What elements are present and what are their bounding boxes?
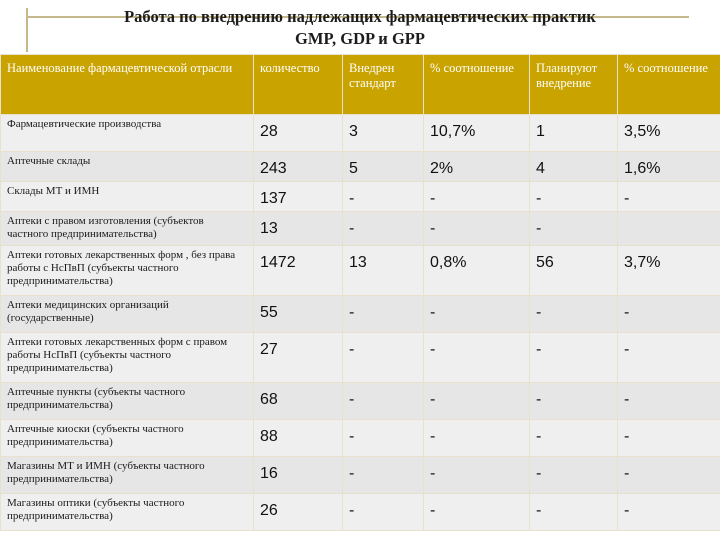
row-planned: -	[529, 493, 618, 531]
row-industry-name: Аптечные киоски (субъекты частного предп…	[0, 419, 254, 457]
row-industry-name: Аптечные склады	[0, 151, 254, 182]
row-planned: -	[529, 456, 618, 494]
row-planned-percent: -	[617, 493, 720, 531]
row-implemented: -	[342, 456, 424, 494]
row-planned: 1	[529, 114, 618, 152]
row-count: 27	[253, 332, 343, 383]
row-implemented: 3	[342, 114, 424, 152]
row-count: 137	[253, 181, 343, 212]
table-row: Аптеки с правом изготовления (субъектов …	[0, 211, 720, 246]
row-implemented: -	[342, 332, 424, 383]
row-count: 16	[253, 456, 343, 494]
row-implemented: 5	[342, 151, 424, 182]
row-planned-percent: 3,5%	[617, 114, 720, 152]
row-planned: -	[529, 211, 618, 246]
decorative-vertical-line	[26, 8, 28, 52]
row-planned: -	[529, 181, 618, 212]
table-row: Магазины оптики (субъекты частного предп…	[0, 493, 720, 531]
table-row: Фармацевтические производства 28 3 10,7% 1 3,…	[0, 114, 720, 152]
row-industry-name: Аптеки медицинских организаций (государс…	[0, 295, 254, 333]
row-planned-percent: -	[617, 382, 720, 420]
row-planned: -	[529, 332, 618, 383]
row-implemented-percent: -	[423, 181, 530, 212]
row-planned: -	[529, 419, 618, 457]
row-implemented-percent: -	[423, 456, 530, 494]
row-count: 55	[253, 295, 343, 333]
row-planned: -	[529, 382, 618, 420]
header-planned-percent: % соотношение	[617, 54, 720, 115]
row-count: 243	[253, 151, 343, 182]
row-industry-name: Склады МТ и ИМН	[0, 181, 254, 212]
row-implemented: -	[342, 211, 424, 246]
row-implemented-percent: -	[423, 295, 530, 333]
row-industry-name: Аптеки с правом изготовления (субъектов …	[0, 211, 254, 246]
row-count: 88	[253, 419, 343, 457]
table-row: Магазины МТ и ИМН (субъекты частного пре…	[0, 456, 720, 494]
decorative-horizontal-line	[26, 16, 689, 18]
row-planned-percent: 1,6%	[617, 151, 720, 182]
header-implemented: Внедрен стандарт	[342, 54, 424, 115]
table-row: Аптечные пункты (субъекты частного предп…	[0, 382, 720, 420]
row-implemented: -	[342, 295, 424, 333]
table-row: Аптеки готовых лекарственных форм с прав…	[0, 332, 720, 383]
row-planned: 4	[529, 151, 618, 182]
header-planned: Планируют внедрение	[529, 54, 618, 115]
row-implemented: 13	[342, 245, 424, 296]
table-row: Аптеки готовых лекарственных форм , без …	[0, 245, 720, 296]
table-row: Аптечные склады 243 5 2% 4 1,6%	[0, 151, 720, 182]
table-header: Наименование фармацевтической отрасли ко…	[0, 54, 720, 115]
row-implemented-percent: -	[423, 332, 530, 383]
row-planned: -	[529, 295, 618, 333]
row-count: 1472	[253, 245, 343, 296]
row-planned-percent: 3,7%	[617, 245, 720, 296]
row-implemented: -	[342, 419, 424, 457]
title-line-1: Работа по внедрению надлежащих фармацевт…	[124, 7, 596, 26]
row-industry-name: Магазины оптики (субъекты частного предп…	[0, 493, 254, 531]
header-implemented-percent: % соотношение	[423, 54, 530, 115]
row-implemented-percent: 2%	[423, 151, 530, 182]
row-industry-name: Магазины МТ и ИМН (субъекты частного пре…	[0, 456, 254, 494]
row-planned-percent	[617, 211, 720, 246]
row-planned-percent: -	[617, 419, 720, 457]
row-planned-percent: -	[617, 181, 720, 212]
header-count: количество	[253, 54, 343, 115]
table-body: Фармацевтические производства 28 3 10,7% 1 3,…	[0, 114, 720, 531]
table-row: Склады МТ и ИМН 137- - - -	[0, 181, 720, 212]
row-count: 13	[253, 211, 343, 246]
row-industry-name: Аптечные пункты (субъекты частного предп…	[0, 382, 254, 420]
header-row: Наименование фармацевтической отрасли ко…	[0, 54, 720, 115]
row-industry-name: Аптеки готовых лекарственных форм , без …	[0, 245, 254, 296]
row-planned-percent: -	[617, 332, 720, 383]
table-row: Аптеки медицинских организаций (государс…	[0, 295, 720, 333]
row-count: 28	[253, 114, 343, 152]
row-industry-name: Аптеки готовых лекарственных форм с прав…	[0, 332, 254, 383]
row-implemented: -	[342, 382, 424, 420]
slide-title: Работа по внедрению надлежащих фармацевт…	[40, 6, 680, 50]
row-implemented-percent: 10,7%	[423, 114, 530, 152]
table-row: Аптечные киоски (субъекты частного предп…	[0, 419, 720, 457]
row-implemented-percent: -	[423, 493, 530, 531]
title-line-2: GMP, GDP и GPP	[295, 29, 425, 48]
row-planned-percent: -	[617, 295, 720, 333]
practices-table: Наименование фармацевтической отрасли ко…	[0, 54, 720, 531]
row-implemented-percent: 0,8%	[423, 245, 530, 296]
row-implemented-percent: -	[423, 382, 530, 420]
row-count: 26	[253, 493, 343, 531]
row-implemented: -	[342, 493, 424, 531]
row-count: 68	[253, 382, 343, 420]
row-planned-percent: -	[617, 456, 720, 494]
row-implemented-percent: -	[423, 419, 530, 457]
row-industry-name: Фармацевтические производства	[0, 114, 254, 152]
header-industry: Наименование фармацевтической отрасли	[0, 54, 254, 115]
row-implemented: -	[342, 181, 424, 212]
row-implemented-percent: -	[423, 211, 530, 246]
row-planned: 56	[529, 245, 618, 296]
